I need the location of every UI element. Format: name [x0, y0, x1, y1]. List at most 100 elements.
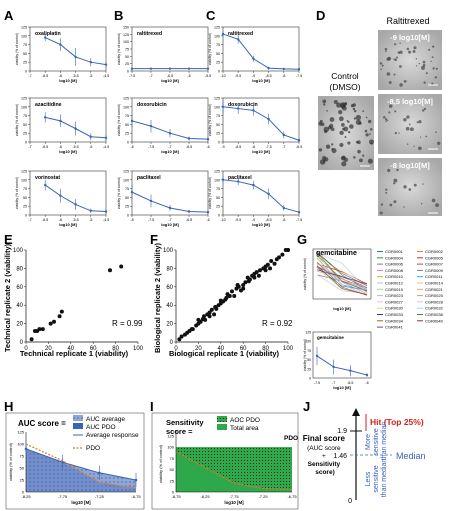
panel-d-microscopy: Raltitrexed Control (DMSO) -9 log10[M] -… [318, 16, 442, 216]
cell [349, 124, 354, 129]
y-tick-label: 100 [13, 248, 24, 254]
raltitrexed-cells [379, 42, 441, 215]
cell [355, 119, 362, 125]
plot-frame [312, 331, 372, 379]
x-tick-label: -9 [252, 218, 255, 222]
y-tick-label: 50 [125, 55, 129, 59]
cell [353, 109, 357, 113]
cell [370, 142, 373, 145]
y-tick-label: 20 [166, 322, 173, 328]
panel-j: Median 1.9 1.46 0 Hit (Top 25%) Final sc… [303, 408, 426, 505]
scatter-point [258, 268, 262, 273]
data-point [149, 124, 153, 128]
score-axis-arrow [352, 408, 360, 416]
data-point [206, 210, 210, 214]
cell [409, 127, 414, 132]
x-tick-label: -6.5 [186, 145, 192, 149]
panel-letter-d: D [316, 8, 325, 23]
legend-item: CGR0027 [385, 299, 404, 304]
x-tick-label: -5.5 [72, 74, 78, 78]
panel-g-top-lines: viability (% of control) log10 [M] [303, 248, 372, 311]
legend-item: CGR0036 [425, 312, 444, 317]
cell [397, 51, 401, 55]
y-tick-label: 125 [123, 33, 129, 37]
legend-item: CGR0034 [385, 318, 404, 323]
scatter-point [57, 314, 62, 319]
data-point [252, 109, 255, 112]
scatter-point [190, 327, 195, 332]
x-tick-label: -5 [89, 218, 92, 222]
panel-e-r: R = 0.99 [112, 319, 143, 328]
y-axis-label: viability (% of control) [158, 444, 163, 483]
cell [322, 99, 327, 104]
y-tick-label: 25 [20, 478, 25, 483]
x-tick-label: -6 [59, 218, 62, 222]
final-score-label: Final score (AUC score + Sensitivity sco… [303, 434, 347, 476]
y-axis-label: viability (% of control) [208, 177, 212, 209]
y-axis-label: viability (% of control) [117, 33, 121, 65]
x-tick-label: -7,75 [229, 494, 239, 499]
x-tick-label: -7 [282, 145, 285, 149]
x-tick-label: -4.5 [103, 145, 109, 149]
x-tick-label: -5 [89, 145, 92, 149]
x-tick-label: -8 [282, 74, 285, 78]
x-tick-label: -8,25 [200, 494, 210, 499]
data-point [98, 471, 101, 475]
cell [394, 43, 397, 46]
chart-title: paclitaxel [228, 175, 252, 181]
cell [413, 145, 415, 147]
panel-letter-g: G [297, 232, 307, 247]
cell [418, 62, 421, 65]
x-tick-label: -6 [206, 145, 209, 149]
cell [425, 72, 428, 75]
y-tick-label: 50 [23, 196, 27, 200]
y-tick-label: 75 [216, 187, 220, 191]
scatter-point [241, 282, 246, 287]
cell [352, 107, 356, 111]
legend-item: CGR0033 [385, 312, 404, 317]
x-tick-label: -9.5 [235, 74, 241, 78]
y-tick-label: 75 [23, 114, 27, 118]
x-tick-label: 100 [133, 346, 144, 352]
median-label: Median [396, 451, 426, 461]
x-tick-label: -6,75 [287, 494, 297, 499]
y-tick-label: 25 [125, 132, 129, 136]
scatter-point [48, 321, 53, 326]
cell [388, 111, 391, 114]
chart-title: raltitrexed [137, 31, 162, 37]
cell [418, 120, 422, 124]
data-point [44, 36, 47, 39]
y-tick-label: 75 [125, 114, 129, 118]
x-tick-label: -6 [365, 381, 368, 385]
x-tick-label: -5.5 [72, 218, 78, 222]
data-point [365, 373, 369, 377]
y-tick-label: 0 [170, 340, 174, 346]
cell [339, 130, 344, 136]
data-point [149, 199, 153, 203]
scatter-point [40, 327, 45, 332]
y-tick-label: 0 [25, 214, 27, 218]
legend-item: CGR0012 [385, 281, 404, 286]
y-tick-label: 0 [25, 141, 27, 145]
plot-frame [222, 26, 300, 72]
y-tick-label: 50 [20, 466, 25, 471]
legend-item: CGR0014 [425, 281, 444, 286]
panel-i-title-1: Sensitivity [166, 418, 204, 427]
control-cells [318, 99, 374, 167]
y-tick-label: 75 [125, 48, 129, 52]
x-axis-label: log10 [M] [59, 222, 77, 227]
cell [329, 117, 335, 122]
x-tick-label: 0 [174, 346, 178, 352]
x-tick-label: -5 [89, 74, 92, 78]
y-tick-label: 0 [20, 340, 24, 346]
y-tick-label: 150 [123, 26, 129, 30]
cell [406, 47, 410, 51]
x-tick-label: -6.5 [42, 145, 48, 149]
y-tick-label: 50 [125, 123, 129, 127]
legend-pdo: PDO [86, 445, 100, 452]
x-axis-label: log10 [M] [224, 500, 244, 505]
cell [379, 62, 383, 65]
x-tick-label: -4.5 [103, 218, 109, 222]
data-point [74, 127, 77, 130]
y-tick-label: 0 [172, 490, 175, 495]
